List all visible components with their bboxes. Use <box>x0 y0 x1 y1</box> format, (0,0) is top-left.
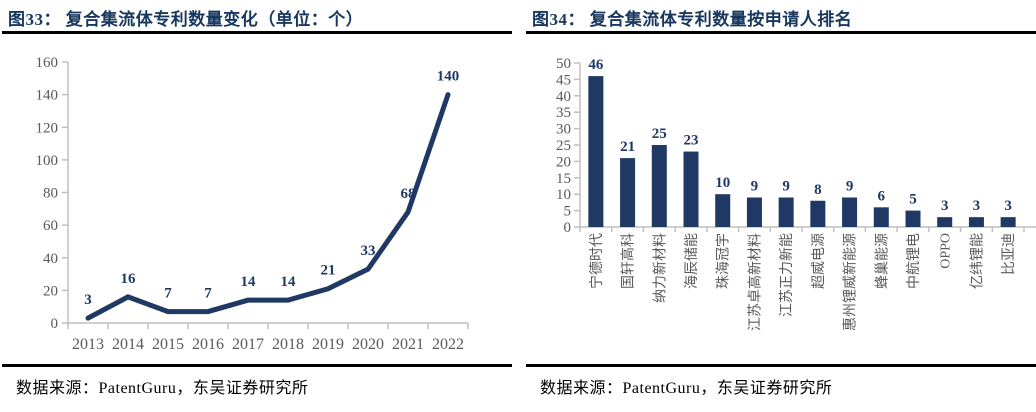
data-point-label: 14 <box>241 274 257 290</box>
y-axis-tick-label: 120 <box>36 120 59 136</box>
x-axis-tick-label: 2015 <box>152 336 184 353</box>
bar-value-label: 3 <box>973 198 981 214</box>
y-axis-tick-label: 0 <box>564 220 572 236</box>
category-label: 超威电源 <box>811 233 827 289</box>
y-axis-tick-label: 50 <box>556 56 571 72</box>
bar-value-label: 3 <box>1004 198 1012 214</box>
category-label: 宁德时代 <box>588 233 605 289</box>
data-point-label: 7 <box>204 286 212 302</box>
data-point-label: 68 <box>401 186 416 202</box>
bar-value-label: 9 <box>751 178 759 194</box>
bar <box>937 217 953 227</box>
x-axis-tick-label: 2018 <box>272 336 304 353</box>
y-axis-tick-label: 15 <box>556 171 571 187</box>
y-axis-tick-label: 0 <box>51 316 59 332</box>
bar-value-label: 46 <box>588 57 604 73</box>
y-axis-tick-label: 45 <box>556 72 571 88</box>
y-axis-tick-label: 40 <box>43 251 58 267</box>
x-axis-tick-label: 2019 <box>312 336 344 353</box>
bar-value-label: 10 <box>715 175 730 191</box>
x-axis-tick-label: 2021 <box>392 336 424 353</box>
bar <box>715 194 731 227</box>
y-axis-tick-label: 100 <box>36 153 59 169</box>
y-axis-tick-label: 140 <box>36 88 59 104</box>
figure-34-footer-rule <box>526 364 1036 367</box>
category-label: 珠海冠宇 <box>716 233 732 289</box>
y-axis-tick-label: 160 <box>36 55 59 71</box>
bar-value-label: 21 <box>620 139 635 155</box>
figure-33: 图33： 复合集流体专利数量变化（单位：个） 0 20 40 60 80 100 120 14… <box>2 0 512 412</box>
category-label: 惠州锂威新能源 <box>843 233 859 331</box>
bar-value-label: 9 <box>782 178 790 194</box>
bar <box>968 217 984 227</box>
bar <box>588 76 604 227</box>
y-axis-tick-label: 80 <box>43 186 58 202</box>
line-chart-patent-count-by-year: 0 20 40 60 80 100 120 140 160 2013 2014 2015 2016 201… <box>36 55 469 353</box>
y-axis-tick-label: 40 <box>556 89 571 105</box>
data-point-label: 140 <box>437 69 460 85</box>
bar-value-label: 23 <box>684 133 699 149</box>
y-axis-tick-label: 20 <box>556 154 571 170</box>
bar-value-label: 6 <box>878 188 886 204</box>
x-axis-tick-label: 2014 <box>112 336 144 353</box>
x-axis-tick-label: 2017 <box>232 336 264 353</box>
bar-value-label: 9 <box>846 178 854 194</box>
data-point-label: 16 <box>121 271 137 287</box>
figure-34-title: 图34： 复合集流体专利数量按申请人排名 <box>532 10 853 29</box>
category-label: OPPO <box>939 233 954 269</box>
bar <box>873 207 889 227</box>
bar-value-label: 8 <box>814 182 822 198</box>
x-axis-tick-label: 2022 <box>432 336 464 353</box>
y-axis-tick-label: 60 <box>43 218 58 234</box>
figure-33-footer-rule <box>2 364 512 367</box>
bar <box>1000 217 1016 227</box>
x-axis-tick-label: 2013 <box>72 336 104 353</box>
y-axis-tick-label: 5 <box>564 204 572 220</box>
figure-33-source: 数据来源：PatentGuru，东吴证券研究所 <box>16 380 309 397</box>
x-axis-tick-label: 2020 <box>352 336 384 353</box>
y-axis-tick-label: 20 <box>43 283 58 299</box>
figure-33-title: 图33： 复合集流体专利数量变化（单位：个） <box>8 10 364 29</box>
category-label: 国轩高科 <box>620 233 637 289</box>
bar <box>778 197 794 227</box>
bar <box>683 151 699 227</box>
category-label: 江苏卓高新材料 <box>746 233 763 331</box>
category-label: 江苏正力新能 <box>779 233 795 317</box>
data-point-label: 14 <box>281 274 297 290</box>
figure-34-source: 数据来源：PatentGuru，东吴证券研究所 <box>540 380 833 397</box>
data-point-label: 3 <box>84 292 92 308</box>
bar-value-label: 25 <box>652 126 667 142</box>
data-series-line <box>85 92 451 321</box>
figure-34-title-rule <box>526 31 1036 34</box>
bar <box>905 210 921 227</box>
figure-33-title-rule <box>2 31 512 34</box>
figure-34: 图34： 复合集流体专利数量按申请人排名 0 5 10 15 20 25 30 35 40 45 5… <box>526 0 1036 412</box>
bar-value-label: 3 <box>941 198 949 214</box>
y-axis-tick-label: 10 <box>556 187 571 203</box>
data-point-label: 33 <box>361 243 376 259</box>
category-label: 亿纬锂能 <box>969 233 985 289</box>
data-point-label: 21 <box>321 263 336 279</box>
data-point-label: 7 <box>164 286 172 302</box>
bar <box>746 197 762 227</box>
y-axis-tick-label: 35 <box>556 105 571 121</box>
bar <box>842 197 858 227</box>
category-label: 比亚迪 <box>1001 233 1017 275</box>
bar <box>651 145 667 227</box>
bar <box>810 200 826 227</box>
category-label: 纳力新材料 <box>652 233 668 303</box>
category-label: 蜂巢能源 <box>874 233 890 289</box>
bar-value-label: 5 <box>909 192 917 208</box>
bar <box>620 158 636 227</box>
y-axis-tick-label: 25 <box>556 138 571 154</box>
category-label: 海辰储能 <box>684 233 700 289</box>
category-label: 中航锂电 <box>906 233 922 289</box>
x-axis-tick-label: 2016 <box>192 336 224 353</box>
y-axis-tick-label: 30 <box>556 122 571 138</box>
